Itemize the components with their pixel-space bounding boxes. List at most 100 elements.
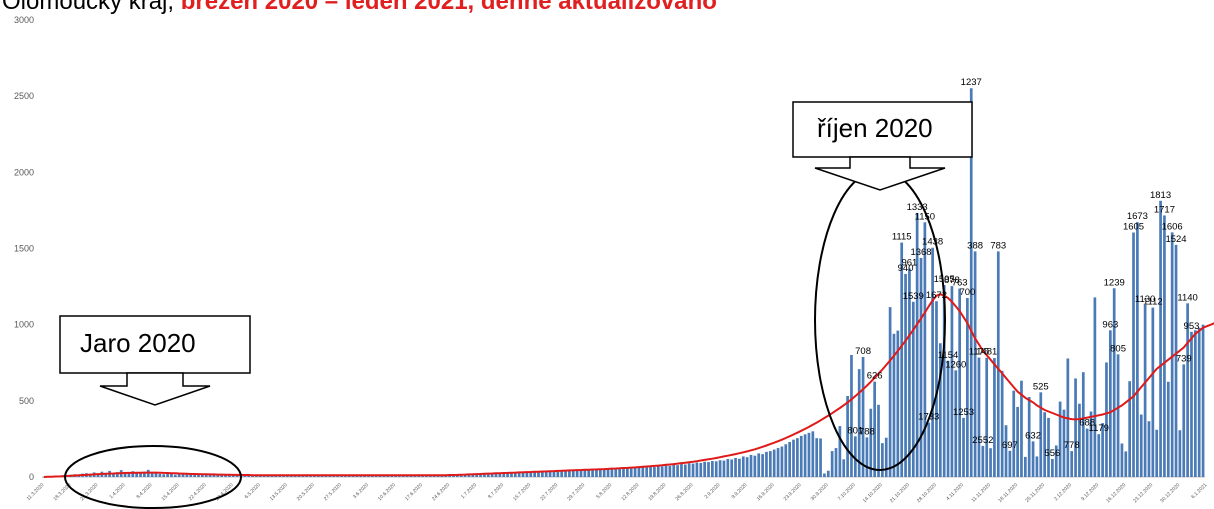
data-label: 1717 [1154,204,1175,215]
bar [483,474,486,477]
bar [1112,288,1116,477]
bar [143,471,146,477]
bar [1116,354,1120,477]
data-label: 778 [1064,440,1080,451]
x-tick-label: 21.10.2020 [889,482,911,504]
data-label: 1673 [1127,211,1148,222]
bar [595,469,598,477]
bar [726,459,730,477]
bar [830,451,834,477]
bar [865,437,869,477]
data-label: 1175 [969,347,989,358]
bar [112,473,115,477]
bar [1078,403,1081,477]
x-tick-label: 6.5.2020 [244,482,262,500]
bar [749,454,753,477]
bar [224,474,227,477]
x-tick-label: 30.12.2020 [1159,482,1181,504]
bar [1074,378,1077,477]
bar [1120,443,1124,477]
bar [456,475,459,477]
data-label: 1130 [1135,294,1155,305]
x-tick-label: 29.7.2020 [566,482,586,502]
data-label: 783 [990,240,1006,251]
data-label: 763 [952,278,968,289]
bar [622,468,625,477]
bar [1170,232,1174,477]
bar [510,472,513,477]
bar [513,472,517,477]
bar [127,472,131,477]
data-label: 1606 [1162,221,1183,232]
x-tick-label: 15.4.2020 [161,482,181,502]
bar [896,330,900,477]
bar [293,475,297,477]
bar [216,475,220,477]
x-tick-label: 6.1.2021 [1190,482,1208,500]
data-label: 688 [1079,418,1095,429]
bar [765,451,768,477]
bar [1016,406,1019,477]
bar [842,459,846,477]
bar [421,475,424,477]
bar [533,471,536,477]
bar [656,466,660,477]
y-tick-label: 0 [29,472,34,482]
data-label: 1150 [915,211,935,222]
bar [966,298,969,477]
bar [200,474,204,477]
bar [938,343,942,477]
bar [428,475,432,477]
bar [834,448,838,477]
bar [954,370,958,477]
bar [506,473,509,477]
bar [884,437,888,477]
bar [243,475,247,477]
bar [1197,327,1201,477]
x-tick-label: 18.11.2020 [997,482,1019,504]
y-tick-label: 3000 [14,15,34,25]
bar [1000,370,1004,477]
data-label: 556 [1044,448,1060,459]
bar [985,357,989,477]
bar [363,475,366,477]
x-tick-label: 8.4.2020 [136,482,154,500]
bar [807,432,811,477]
bar [486,473,490,477]
data-label: 1179 [1089,423,1109,434]
data-label: 632 [1025,430,1041,441]
bar [680,464,683,477]
bar [471,473,475,477]
x-tick-label: 27.5.2020 [323,482,343,502]
bar [606,469,610,477]
bar [761,454,764,477]
bar [691,463,695,477]
x-tick-label: 2.12.2020 [1053,482,1073,502]
bar [521,472,525,477]
bar [1151,307,1155,477]
bar [815,438,819,477]
bar [386,475,390,477]
bar [919,257,923,477]
data-label: 801 [847,425,863,436]
bar [1070,451,1074,477]
y-tick-label: 2500 [14,91,34,101]
bar [738,458,741,477]
moving-average-line [43,293,1214,478]
bar [378,475,382,477]
bar [1174,244,1178,477]
bar [819,438,822,477]
bar [181,473,185,477]
y-tick-label: 500 [19,396,34,406]
data-label: 708 [855,346,871,357]
x-tick-label: 16.9.2020 [756,482,776,502]
bar [1166,381,1170,477]
bar [672,464,676,477]
data-label: 626 [867,371,883,382]
data-label: 1333 [907,202,928,213]
data-label: 963 [1102,319,1118,330]
bar [1035,456,1039,477]
bar [927,422,931,477]
data-label: 961 [901,258,917,269]
